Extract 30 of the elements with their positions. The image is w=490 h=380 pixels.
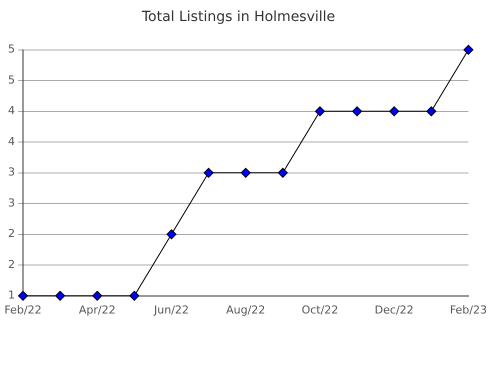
y-tick-label: 4 [8, 134, 15, 148]
point [463, 44, 474, 55]
y-tick-label: 3 [8, 196, 15, 210]
point [426, 106, 436, 116]
y-tick-label: 2 [8, 258, 15, 271]
y-tick-label: 2 [8, 227, 15, 240]
point [278, 168, 288, 178]
point [314, 106, 325, 116]
point [240, 168, 251, 178]
point [92, 290, 102, 301]
y-tick-label: 1 [8, 288, 15, 302]
point [352, 106, 362, 116]
x-tick-label: Apr/22 [78, 303, 116, 316]
x-tick-label: Feb/22 [4, 303, 42, 316]
y-tick-label: 5 [8, 42, 15, 56]
y-tick-label: 5 [8, 73, 15, 86]
point [55, 290, 66, 301]
x-tick-label: Dec/22 [374, 303, 414, 316]
x-tick-label: Oct/22 [302, 303, 338, 316]
point [204, 168, 214, 178]
x-tick-label: Feb/23 [450, 303, 488, 316]
point [166, 229, 176, 240]
y-tick-label: 3 [8, 166, 15, 179]
point [18, 290, 28, 301]
chart-title: Total Listings in Holmesville [140, 9, 336, 26]
point [389, 106, 400, 116]
y-tick-label: 4 [8, 104, 15, 118]
x-tick-label: Aug/22 [226, 303, 266, 316]
x-tick-label: Jun/22 [153, 303, 189, 316]
point [129, 290, 140, 301]
